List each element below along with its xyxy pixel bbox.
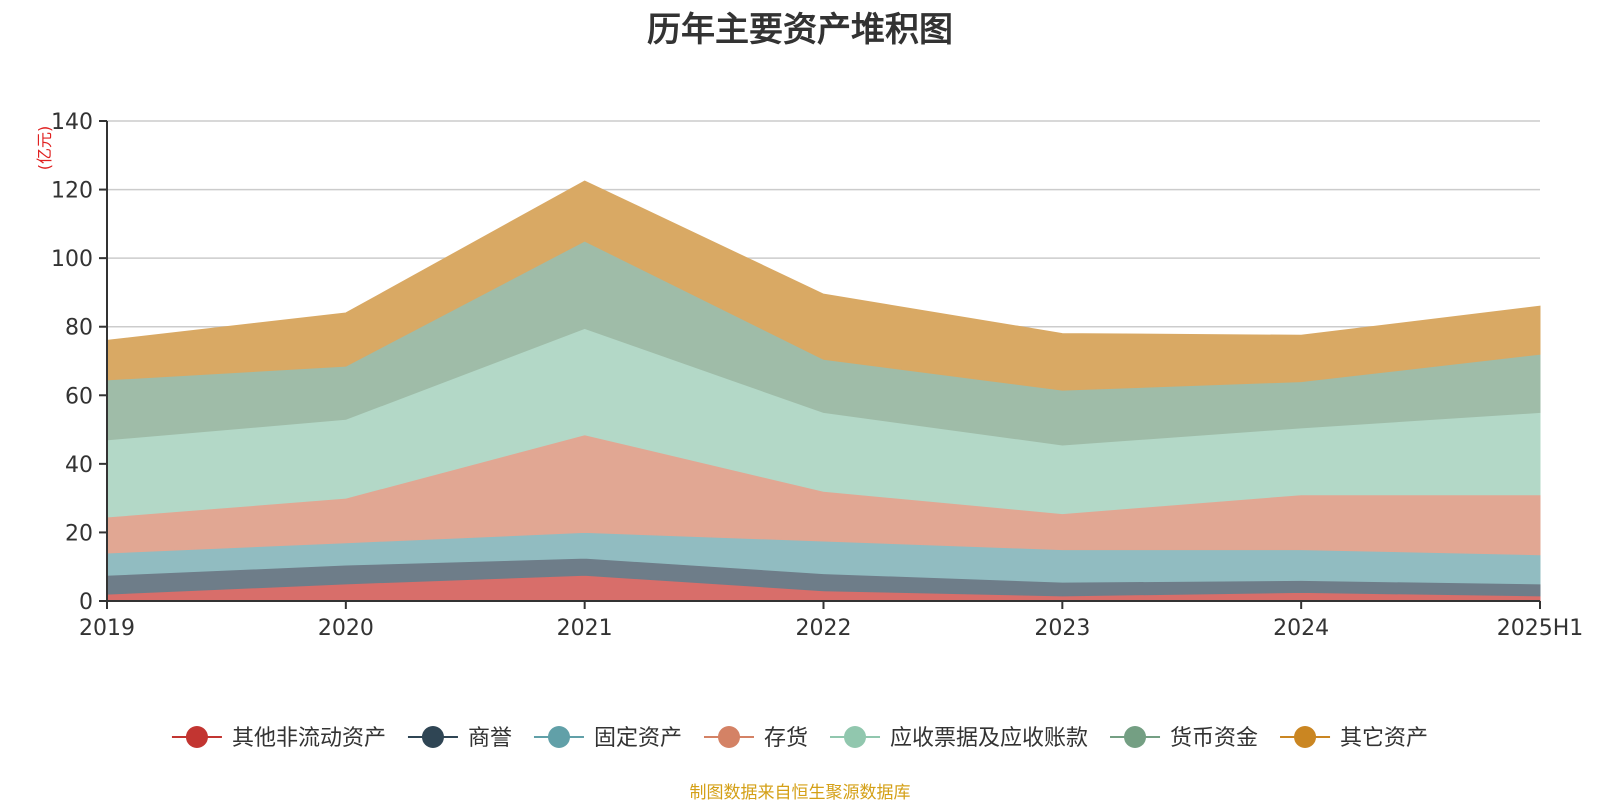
- legend-circle-marker: [185, 726, 208, 748]
- y-tick-label: 120: [51, 179, 93, 204]
- legend-item[interactable]: 其它资产: [1280, 726, 1428, 751]
- x-tick-label: 2019: [79, 616, 135, 641]
- y-tick-label: 80: [65, 316, 93, 341]
- x-tick-label: 2023: [1034, 616, 1090, 641]
- axes: 0 20 40 60 80 100 120 140 2019 2020 2021 2022 2023 20…: [51, 110, 1583, 641]
- y-axis-unit-label: (亿元): [35, 126, 54, 171]
- x-tick-label: 2021: [557, 616, 613, 641]
- area-series-6: [106, 180, 1541, 391]
- legend-circle-marker: [1294, 726, 1317, 748]
- legend-circle-marker: [421, 726, 444, 748]
- legend-label: 商誉: [468, 726, 512, 751]
- legend-item[interactable]: 应收票据及应收账款: [830, 726, 1088, 751]
- y-tick-label: 0: [79, 590, 93, 615]
- x-tick-label: 2025H1: [1497, 616, 1584, 641]
- legend-item[interactable]: 存货: [703, 726, 808, 751]
- legend-label: 固定资产: [594, 726, 682, 751]
- y-tick-label: 60: [65, 384, 93, 409]
- legend-circle-marker: [1124, 726, 1147, 748]
- legend-items: 其他非流动资产 商誉 固定资产 存货 应收票据及应收账款 货币资金 其它资产: [171, 726, 1428, 751]
- legend: 其他非流动资产 商誉 固定资产 存货 应收票据及应收账款 货币资金 其它资产: [171, 726, 1428, 751]
- legend-label: 应收票据及应收账款: [890, 726, 1088, 751]
- legend-item[interactable]: 商誉: [407, 726, 512, 751]
- legend-circle-marker: [844, 726, 867, 748]
- legend-item[interactable]: 固定资产: [533, 726, 682, 751]
- y-tick-label: 100: [51, 247, 93, 272]
- legend-label: 存货: [764, 726, 808, 751]
- y-tick-label: 40: [65, 453, 93, 478]
- legend-label: 货币资金: [1170, 726, 1258, 751]
- y-tick-label: 140: [51, 110, 93, 135]
- legend-circle-marker: [717, 726, 740, 748]
- legend-item[interactable]: 其他非流动资产: [171, 726, 386, 751]
- y-tick-label: 20: [65, 521, 93, 546]
- legend-label: 其他非流动资产: [232, 726, 386, 751]
- x-tick-label: 2020: [318, 616, 374, 641]
- legend-label: 其它资产: [1340, 726, 1428, 751]
- x-tick-label: 2024: [1273, 616, 1329, 641]
- area-series: [106, 180, 1541, 602]
- chart-title: 历年主要资产堆积图: [647, 10, 953, 50]
- source-note: 制图数据来自恒生聚源数据库: [689, 783, 911, 803]
- legend-item[interactable]: 货币资金: [1110, 726, 1258, 751]
- x-tick-label: 2022: [796, 616, 852, 641]
- legend-circle-marker: [547, 726, 570, 748]
